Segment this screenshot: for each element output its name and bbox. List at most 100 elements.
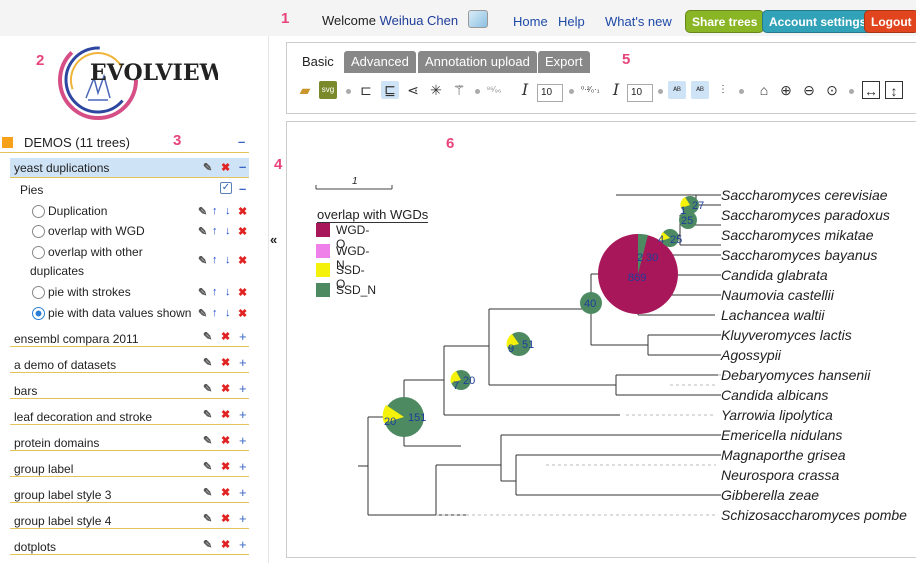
zoom-reset-icon[interactable]: ⊙ xyxy=(826,82,838,98)
leaf-label[interactable]: Gibberella zeae xyxy=(721,487,820,503)
tab-basic[interactable]: Basic xyxy=(302,54,334,69)
tree-item[interactable]: ensembl compara 2011 ✎ ✖ + xyxy=(10,327,249,347)
account-settings-button[interactable]: Account settings xyxy=(762,10,874,33)
expand-icon[interactable]: + xyxy=(239,511,247,526)
leaf-label[interactable]: Saccharomyces cerevisiae xyxy=(721,187,888,203)
move-down-icon[interactable]: ↓ xyxy=(225,307,231,319)
delete-icon[interactable]: ✖ xyxy=(221,461,231,473)
leaf-label[interactable]: Kluyveromyces lactis xyxy=(721,327,852,343)
leaf-label[interactable]: Naumovia castellii xyxy=(721,287,834,303)
expand-vertical-icon[interactable]: ↕ xyxy=(885,81,903,99)
share-trees-button[interactable]: Share trees xyxy=(685,10,765,33)
demos-group-header[interactable]: DEMOS (11 trees) – xyxy=(0,132,249,153)
italic-icon[interactable]: I xyxy=(612,80,620,99)
tree-item[interactable]: leaf decoration and stroke ✎ ✖ + xyxy=(10,405,249,425)
move-up-icon[interactable]: ↑ xyxy=(212,286,218,298)
help-link[interactable]: Help xyxy=(558,14,585,29)
delete-icon[interactable]: ✖ xyxy=(221,357,231,369)
expand-horizontal-icon[interactable]: ↔ xyxy=(862,81,880,99)
tab-annotation-upload[interactable]: Annotation upload xyxy=(418,51,537,73)
move-down-icon[interactable]: ↓ xyxy=(225,254,231,266)
edit-icon[interactable]: ✎ xyxy=(203,383,213,395)
delete-icon[interactable]: ✖ xyxy=(221,409,231,421)
expand-icon[interactable]: + xyxy=(239,485,247,500)
radial-tree-icon[interactable]: ⚚ xyxy=(452,82,466,98)
mouse-icon[interactable]: ⌂ xyxy=(759,82,769,98)
collapse-group-icon[interactable]: – xyxy=(238,134,246,149)
dataset-item[interactable]: overlap with WGD ✎ ↑ ↓ ✖ xyxy=(32,222,249,242)
tree-item[interactable]: protein domains ✎ ✖ + xyxy=(10,431,249,451)
dataset-radio[interactable] xyxy=(32,286,45,299)
delete-icon[interactable]: ✖ xyxy=(221,162,231,174)
dataset-group-pies[interactable]: Pies ✓ – xyxy=(20,180,249,200)
leaf-label[interactable]: Lachancea waltii xyxy=(721,307,825,323)
dataset-item[interactable]: Duplication ✎ ↑ ↓ ✖ xyxy=(32,202,249,222)
zoom-out-icon[interactable]: ⊖ xyxy=(803,82,815,98)
expand-icon[interactable]: + xyxy=(239,407,247,422)
tree-item[interactable]: dotplots ✎ ✖ + xyxy=(10,535,249,555)
circular-tree-icon[interactable]: ⋖ xyxy=(407,82,419,98)
edit-icon[interactable]: ✎ xyxy=(203,487,213,499)
delete-icon[interactable]: ✖ xyxy=(238,287,248,299)
tab-advanced[interactable]: Advanced xyxy=(344,51,416,73)
delete-icon[interactable]: ✖ xyxy=(238,206,248,218)
leaf-label[interactable]: Saccharomyces mikatae xyxy=(721,227,874,243)
italic-icon[interactable]: I xyxy=(521,80,529,99)
branch-length-icon[interactable]: ⁸⁶⁄₉₆ xyxy=(486,85,502,94)
edit-icon[interactable]: ✎ xyxy=(203,435,213,447)
leaf-label[interactable]: Neurospora crassa xyxy=(721,467,840,483)
align-label-icon[interactable]: ᴬᴮ xyxy=(691,81,709,99)
leaf-dots-icon[interactable]: ⋮ xyxy=(718,84,728,95)
tab-export[interactable]: Export xyxy=(538,51,590,73)
tree-item-yeast-duplications[interactable]: yeast duplications ✎ ✖ – xyxy=(10,158,249,178)
collapse-pies-icon[interactable]: – xyxy=(239,181,247,196)
edit-icon[interactable]: ✎ xyxy=(198,206,208,218)
dataset-radio-selected[interactable] xyxy=(32,307,45,320)
font-size-input[interactable]: 10 xyxy=(537,84,563,102)
expand-icon[interactable]: + xyxy=(239,381,247,396)
move-up-icon[interactable]: ↑ xyxy=(212,307,218,319)
leaf-label[interactable]: Schizosaccharomyces pombe xyxy=(721,507,907,523)
move-down-icon[interactable]: ↓ xyxy=(225,286,231,298)
edit-icon[interactable]: ✎ xyxy=(203,357,213,369)
delete-icon[interactable]: ✖ xyxy=(221,487,231,499)
edit-icon[interactable]: ✎ xyxy=(203,331,213,343)
leaf-label[interactable]: Agossypii xyxy=(721,347,781,363)
edit-icon[interactable]: ✎ xyxy=(203,461,213,473)
tree-item[interactable]: bars ✎ ✖ + xyxy=(10,379,249,399)
leaf-label[interactable]: Saccharomyces paradoxus xyxy=(721,207,890,223)
leaf-label[interactable]: Emericella nidulans xyxy=(721,427,843,443)
delete-icon[interactable]: ✖ xyxy=(238,308,248,320)
edit-icon[interactable]: ✎ xyxy=(203,162,213,174)
dataset-radio[interactable] xyxy=(32,225,45,238)
move-up-icon[interactable]: ↑ xyxy=(212,225,218,237)
move-up-icon[interactable]: ↑ xyxy=(212,205,218,217)
delete-icon[interactable]: ✖ xyxy=(221,435,231,447)
expand-icon[interactable]: + xyxy=(239,329,247,344)
tree-item[interactable]: a demo of datasets ✎ ✖ + xyxy=(10,353,249,373)
tree-item[interactable]: group label ✎ ✖ + xyxy=(10,457,249,477)
dataset-item[interactable]: overlap with other duplicates ✎ ↑ ↓ ✖ xyxy=(30,243,249,281)
move-down-icon[interactable]: ↓ xyxy=(225,205,231,217)
edit-icon[interactable]: ✎ xyxy=(198,255,208,267)
expand-icon[interactable]: + xyxy=(239,459,247,474)
leaf-label[interactable]: Candida albicans xyxy=(721,387,829,403)
slanted-tree-icon[interactable]: ⊑ xyxy=(381,81,399,99)
flag-icon[interactable] xyxy=(468,10,488,28)
leaf-label[interactable]: Debaryomyces hansenii xyxy=(721,367,871,383)
dataset-item-selected[interactable]: pie with data values shown ✎ ↑ ↓ ✖ xyxy=(32,304,249,324)
edit-icon[interactable]: ✎ xyxy=(198,308,208,320)
leaf-label[interactable]: Yarrowia lipolytica xyxy=(721,407,833,423)
move-up-icon[interactable]: ↑ xyxy=(212,254,218,266)
rectangular-tree-icon[interactable]: ⊏ xyxy=(360,82,372,98)
delete-icon[interactable]: ✖ xyxy=(221,539,231,551)
delete-icon[interactable]: ✖ xyxy=(221,513,231,525)
edit-icon[interactable]: ✎ xyxy=(198,226,208,238)
delete-icon[interactable]: ✖ xyxy=(238,226,248,238)
delete-icon[interactable]: ✖ xyxy=(238,255,248,267)
dataset-radio[interactable] xyxy=(32,205,45,218)
expand-icon[interactable]: + xyxy=(239,537,247,552)
unrooted-tree-icon[interactable]: ✳ xyxy=(430,82,442,98)
export-svg-icon[interactable]: svg xyxy=(319,81,337,99)
move-down-icon[interactable]: ↓ xyxy=(225,225,231,237)
